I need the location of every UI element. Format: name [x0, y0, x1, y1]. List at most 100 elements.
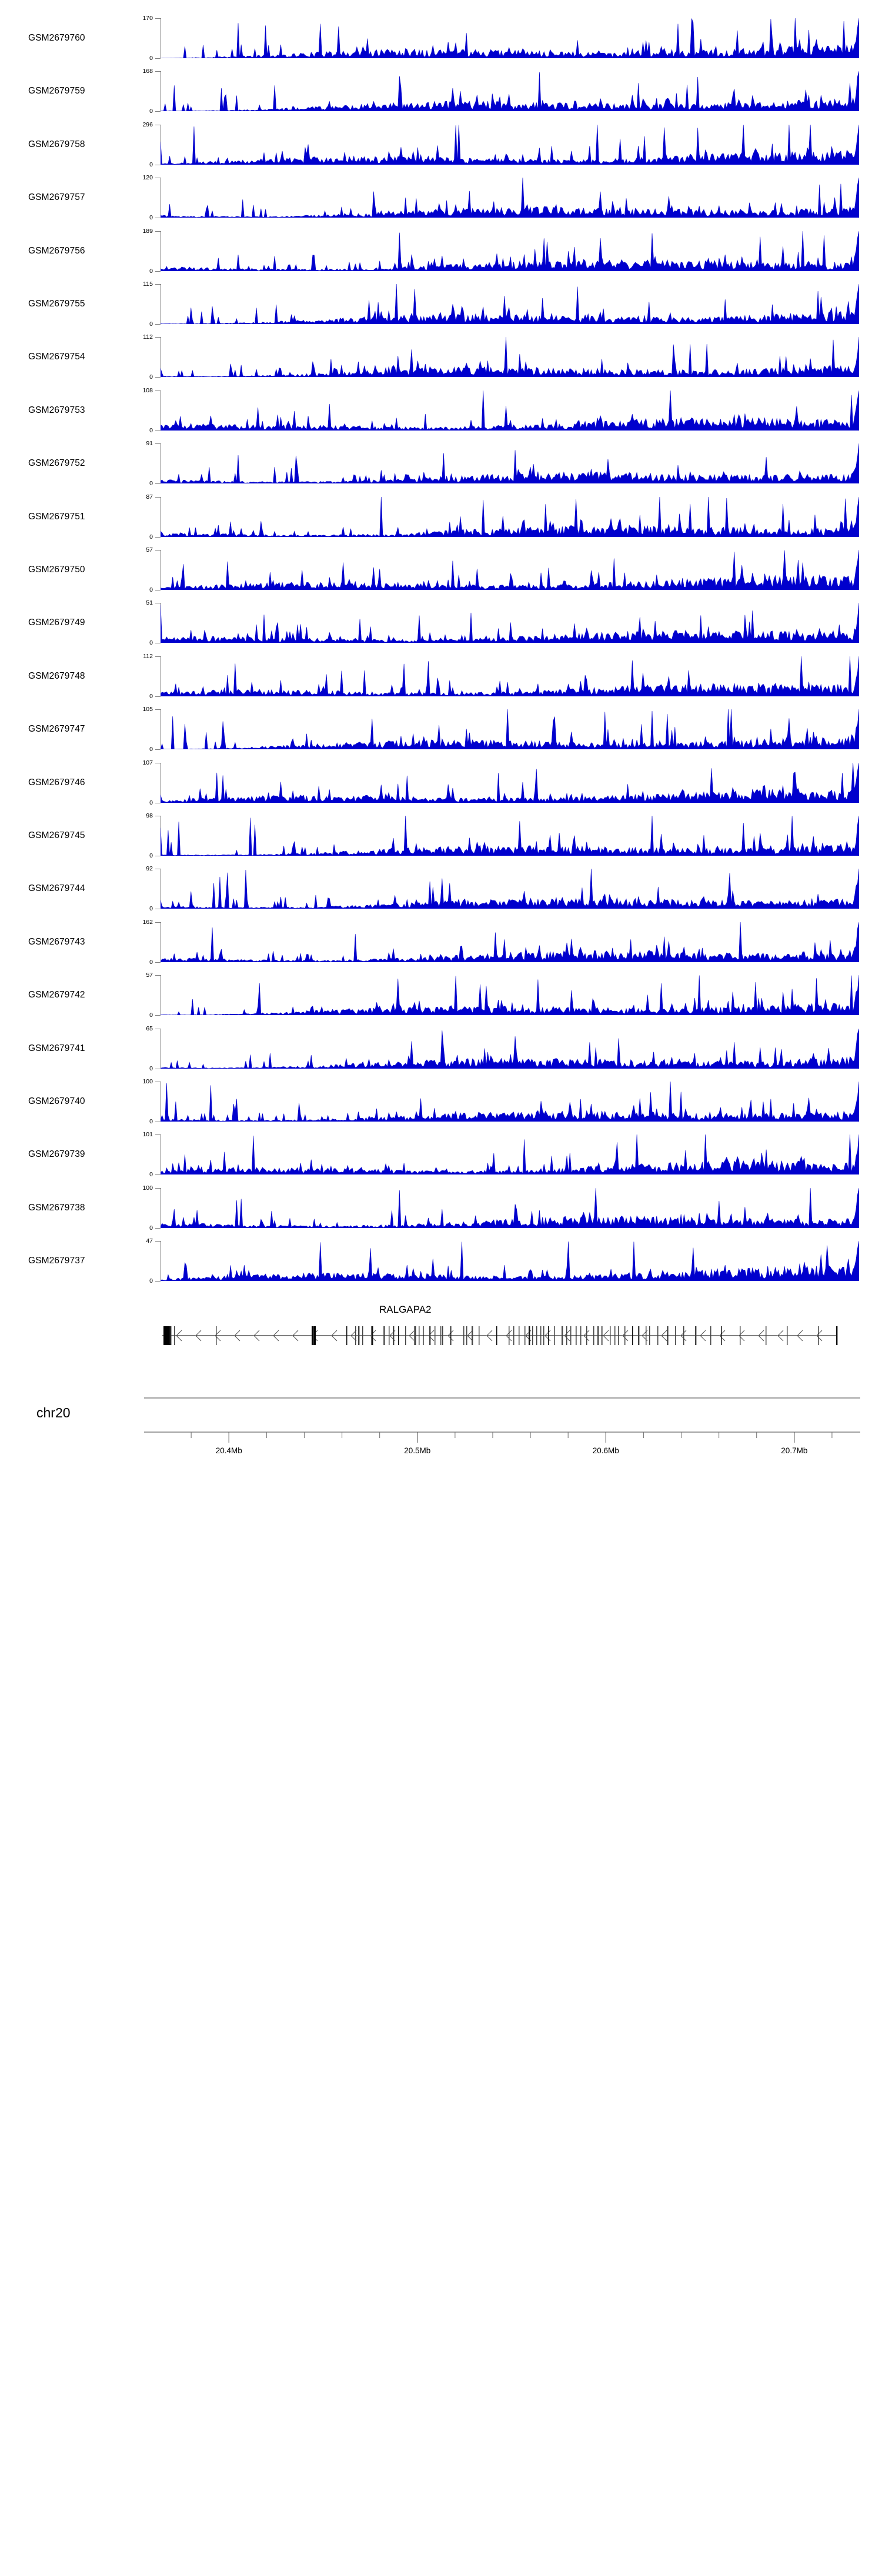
- y-axis-min-label: 0: [149, 321, 153, 328]
- coverage-plot-area: [161, 18, 859, 58]
- y-axis-tick-min: [155, 962, 161, 963]
- y-axis-tick-min: [155, 483, 161, 485]
- y-axis-min-label: 0: [149, 108, 153, 115]
- track-sample-label: GSM2679744: [28, 883, 85, 894]
- track-sample-label: GSM2679759: [28, 86, 85, 96]
- coverage-track: GSM2679752 91 0: [0, 440, 882, 496]
- coverage-plot-area: [161, 869, 859, 909]
- coverage-plot-area: [161, 1187, 859, 1228]
- y-axis-tick-max: [155, 1241, 161, 1242]
- coverage-track: GSM2679760 170 0: [0, 15, 882, 71]
- coverage-plot-area: [161, 1134, 859, 1175]
- y-axis-max-label: 112: [143, 652, 153, 660]
- track-sample-label: GSM2679748: [28, 670, 85, 681]
- track-sample-label: GSM2679754: [28, 352, 85, 362]
- y-axis-max-label: 296: [142, 121, 153, 128]
- track-sample-label: GSM2679749: [28, 618, 85, 628]
- y-axis-tick-max: [155, 284, 161, 285]
- y-axis-max-label: 112: [143, 333, 153, 341]
- coverage-plot-area: [161, 124, 859, 165]
- coverage-track: GSM2679738 100 0: [0, 1184, 882, 1241]
- y-axis-tick-min: [155, 1174, 161, 1176]
- gene-model-area: [148, 1320, 861, 1351]
- chromosome-tick-label: 20.4Mb: [215, 1446, 242, 1455]
- y-axis-tick-max: [155, 18, 161, 19]
- coverage-track: GSM2679755 115 0: [0, 281, 882, 337]
- y-axis-max-label: 65: [146, 1025, 153, 1032]
- y-axis-tick-max: [155, 1134, 161, 1136]
- y-axis-min-label: 0: [149, 1277, 153, 1285]
- track-sample-label: GSM2679742: [28, 990, 85, 1000]
- coverage-track: GSM2679747 105 0: [0, 706, 882, 762]
- track-sample-label: GSM2679750: [28, 565, 85, 575]
- coverage-track: GSM2679745 98 0: [0, 812, 882, 869]
- y-axis-tick-max: [155, 656, 161, 657]
- track-sample-label: GSM2679746: [28, 777, 85, 788]
- coverage-plot-area: [161, 1241, 859, 1282]
- coverage-plot-area: [161, 496, 859, 537]
- y-axis-min-label: 0: [149, 799, 153, 806]
- track-sample-label: GSM2679758: [28, 139, 85, 149]
- coverage-plot-area: [161, 709, 859, 750]
- coverage-plot-area: [161, 816, 859, 856]
- chromosome-tick-label: 20.5Mb: [404, 1446, 431, 1455]
- track-sample-label: GSM2679741: [28, 1043, 85, 1053]
- track-sample-label: GSM2679756: [28, 245, 85, 256]
- y-axis-max-label: 115: [143, 281, 153, 288]
- y-axis-max-label: 107: [142, 759, 153, 766]
- y-axis-tick-min: [155, 1015, 161, 1016]
- coverage-plot-area: [161, 762, 859, 803]
- y-axis-min-label: 0: [149, 161, 153, 168]
- track-sample-label: GSM2679752: [28, 458, 85, 469]
- y-axis-min-label: 0: [149, 533, 153, 540]
- chromosome-tick-label: 20.7Mb: [781, 1446, 808, 1455]
- coverage-plot-area: [161, 390, 859, 431]
- y-axis-max-label: 91: [146, 440, 153, 448]
- y-axis-max-label: 100: [142, 1078, 153, 1085]
- track-sample-label: GSM2679760: [28, 33, 85, 43]
- track-sample-label: GSM2679751: [28, 511, 85, 522]
- coverage-track: GSM2679739 101 0: [0, 1131, 882, 1187]
- coverage-track: GSM2679751 87 0: [0, 493, 882, 550]
- track-sample-label: GSM2679738: [28, 1202, 85, 1213]
- y-axis-min-label: 0: [149, 692, 153, 700]
- y-axis-max-label: 105: [142, 706, 153, 713]
- coverage-plot-area: [161, 178, 859, 218]
- y-axis-max-label: 168: [142, 68, 153, 75]
- track-sample-label: GSM2679737: [28, 1256, 85, 1266]
- coverage-plot-area: [161, 284, 859, 324]
- y-axis-max-label: 120: [142, 174, 153, 182]
- y-axis-min-label: 0: [149, 905, 153, 913]
- gene-name-label: RALGAPA2: [379, 1303, 432, 1315]
- coverage-plot-area: [161, 71, 859, 112]
- track-sample-label: GSM2679747: [28, 724, 85, 735]
- coverage-track: GSM2679759 168 0: [0, 68, 882, 124]
- y-axis-tick-min: [155, 1281, 161, 1282]
- y-axis-min-label: 0: [149, 214, 153, 222]
- y-axis-tick-min: [155, 749, 161, 750]
- y-axis-tick-min: [155, 58, 161, 59]
- y-axis-min-label: 0: [149, 426, 153, 434]
- y-axis-min-label: 0: [149, 1065, 153, 1072]
- y-axis-tick-min: [155, 696, 161, 697]
- y-axis-tick-max: [155, 709, 161, 710]
- coverage-track: GSM2679756 189 0: [0, 228, 882, 284]
- track-sample-label: GSM2679745: [28, 830, 85, 840]
- y-axis-tick-max: [155, 443, 161, 445]
- y-axis-tick-max: [155, 337, 161, 338]
- coverage-plot-area: [161, 922, 859, 962]
- y-axis-max-label: 87: [146, 493, 153, 500]
- coverage-track: GSM2679757 120 0: [0, 174, 882, 231]
- y-axis-tick-min: [155, 536, 161, 538]
- y-axis-min-label: 0: [149, 586, 153, 593]
- coverage-plot-area: [161, 603, 859, 643]
- y-axis-min-label: 0: [149, 639, 153, 647]
- y-axis-max-label: 162: [142, 918, 153, 926]
- coverage-track: GSM2679750 57 0: [0, 546, 882, 603]
- y-axis-min-label: 0: [149, 55, 153, 62]
- coverage-track: GSM2679746 107 0: [0, 759, 882, 816]
- y-axis-min-label: 0: [149, 852, 153, 859]
- y-axis-max-label: 170: [142, 15, 153, 22]
- coverage-track: GSM2679748 112 0: [0, 652, 882, 709]
